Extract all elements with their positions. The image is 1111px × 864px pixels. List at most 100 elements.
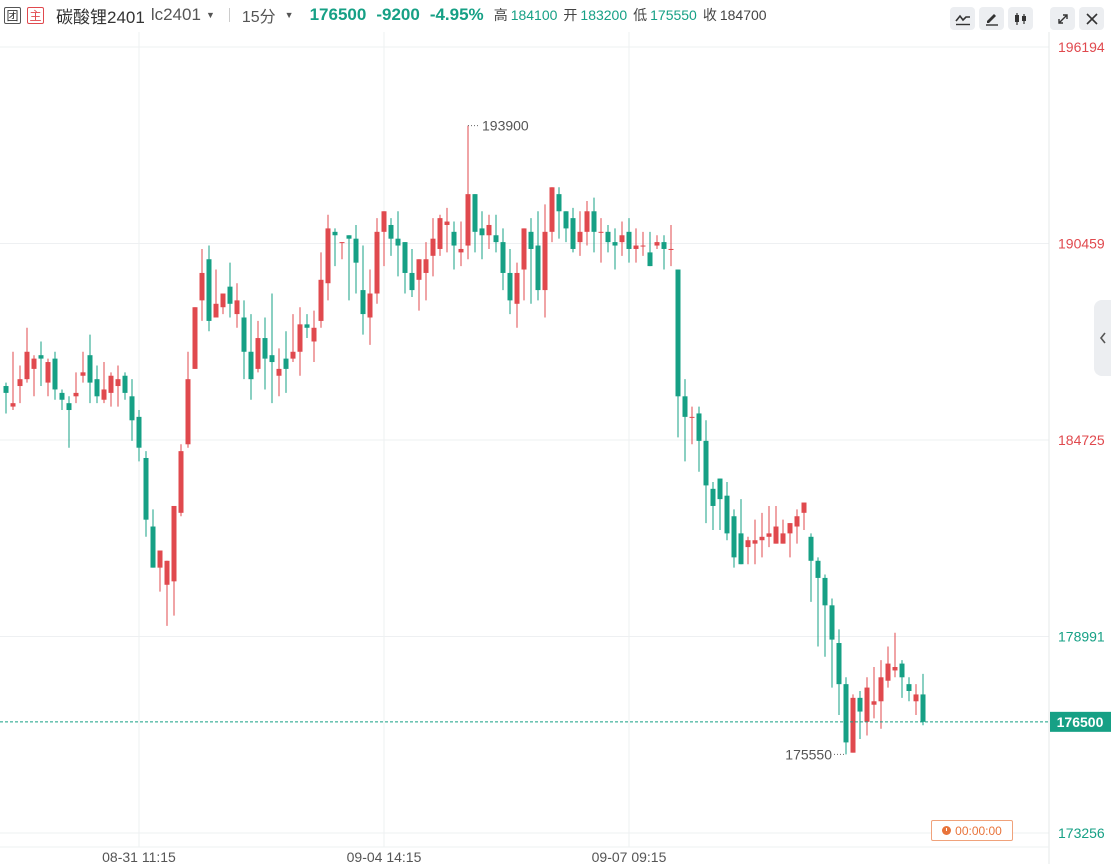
chevron-down-icon: ▼: [205, 10, 215, 20]
candle-body: [388, 224, 394, 239]
candle-body: [500, 242, 506, 273]
candle-body: [703, 440, 709, 486]
candle-body: [458, 248, 464, 253]
candle-body: [416, 259, 422, 280]
candle-body: [136, 416, 142, 448]
candle-body: [486, 224, 492, 236]
chart-tools: [946, 7, 1033, 30]
candle-body: [878, 677, 884, 702]
candle-body: [780, 533, 786, 544]
candle-body: [45, 362, 51, 383]
contract-selector[interactable]: lc2401 ▼: [145, 5, 215, 25]
candle-body: [906, 684, 912, 692]
high-label: 高: [493, 7, 508, 23]
close-button[interactable]: [1079, 7, 1104, 30]
current-price-tag-label: 176500: [1057, 714, 1104, 730]
instrument-name: 碳酸锂2401: [56, 7, 145, 27]
candle-body: [185, 379, 191, 445]
candle-body: [640, 245, 646, 247]
candle-body: [178, 451, 184, 513]
candle-body: [150, 526, 156, 568]
candle-body: [605, 231, 611, 243]
candle-body: [696, 413, 702, 441]
candle-body: [563, 211, 569, 229]
candle-body: [241, 317, 247, 352]
candle-body: [157, 550, 163, 568]
candle-body: [206, 259, 212, 321]
candle-body: [871, 701, 877, 705]
candle-body: [451, 231, 457, 246]
candle-body: [920, 694, 926, 722]
candle-body: [752, 540, 758, 544]
candlestick-button[interactable]: [1008, 7, 1033, 30]
candle-body: [626, 231, 632, 249]
candle-body: [255, 338, 261, 369]
close-icon: [1085, 12, 1098, 25]
candle-body: [745, 540, 751, 548]
candle-body: [430, 238, 436, 256]
candle-body: [101, 389, 107, 400]
candle-body: [290, 351, 296, 359]
side-panel-toggle[interactable]: [1094, 300, 1111, 376]
candle-body: [717, 478, 723, 500]
candle-body: [381, 211, 387, 232]
period-selector[interactable]: 15分 ▼: [242, 3, 294, 27]
contract-code: lc2401: [150, 5, 201, 24]
candle-body: [661, 242, 667, 249]
candle-body: [339, 242, 345, 244]
candle-body: [738, 533, 744, 565]
low-value: 175550: [650, 7, 697, 23]
candle-body: [521, 228, 527, 270]
candle-body: [913, 694, 919, 702]
candlestick-icon: [1014, 12, 1026, 25]
candle-body: [360, 290, 366, 315]
header-divider: [228, 8, 230, 22]
candle-body: [507, 272, 513, 301]
candle-body: [437, 218, 443, 249]
candle-body: [444, 221, 450, 225]
price-change: -9200: [376, 5, 420, 24]
candle-body: [528, 231, 534, 249]
candle-body: [577, 231, 583, 243]
candle-body: [395, 238, 401, 246]
candle-body: [276, 368, 282, 376]
candle-body: [766, 533, 772, 537]
candles-layer: [3, 125, 926, 755]
candle-body: [367, 293, 373, 318]
candle-body: [129, 396, 135, 421]
candle-body: [38, 355, 44, 359]
candle-body: [598, 231, 604, 233]
candle-body: [472, 194, 478, 232]
candle-body: [80, 372, 86, 376]
kline-chart-area[interactable]: 193900 175550 196194 190459 184725 178991 173…: [0, 32, 1111, 864]
candle-body: [10, 403, 16, 407]
price-change-percent: -4.95%: [429, 5, 484, 24]
line-chart-button[interactable]: [950, 7, 975, 30]
price-tick-label: 173256: [1058, 825, 1105, 841]
candle-body: [465, 194, 471, 246]
candle-body: [304, 324, 310, 328]
candle-body: [682, 396, 688, 417]
fullscreen-button[interactable]: [1050, 7, 1075, 30]
group-tag[interactable]: 团: [4, 6, 21, 24]
candle-body: [619, 235, 625, 243]
candle-body: [570, 218, 576, 249]
candle-body: [374, 231, 380, 294]
candle-body: [591, 211, 597, 232]
candle-body: [815, 560, 821, 578]
period-label: 15分: [241, 9, 276, 26]
candle-body: [171, 505, 177, 582]
kline-chart[interactable]: 193900 175550 196194 190459 184725 178991 173…: [0, 32, 1111, 864]
candle-body: [332, 231, 338, 236]
candle-body: [234, 300, 240, 315]
close-value: 184700: [719, 7, 767, 23]
last-price: 176500: [309, 5, 367, 24]
draw-button[interactable]: [979, 7, 1004, 30]
candle-body: [731, 516, 737, 558]
chart-grid: [0, 32, 1050, 864]
candle-body: [248, 351, 254, 380]
candle-body: [24, 351, 30, 380]
candle-body: [493, 235, 499, 243]
candle-body: [59, 392, 65, 400]
candle-body: [66, 403, 72, 411]
